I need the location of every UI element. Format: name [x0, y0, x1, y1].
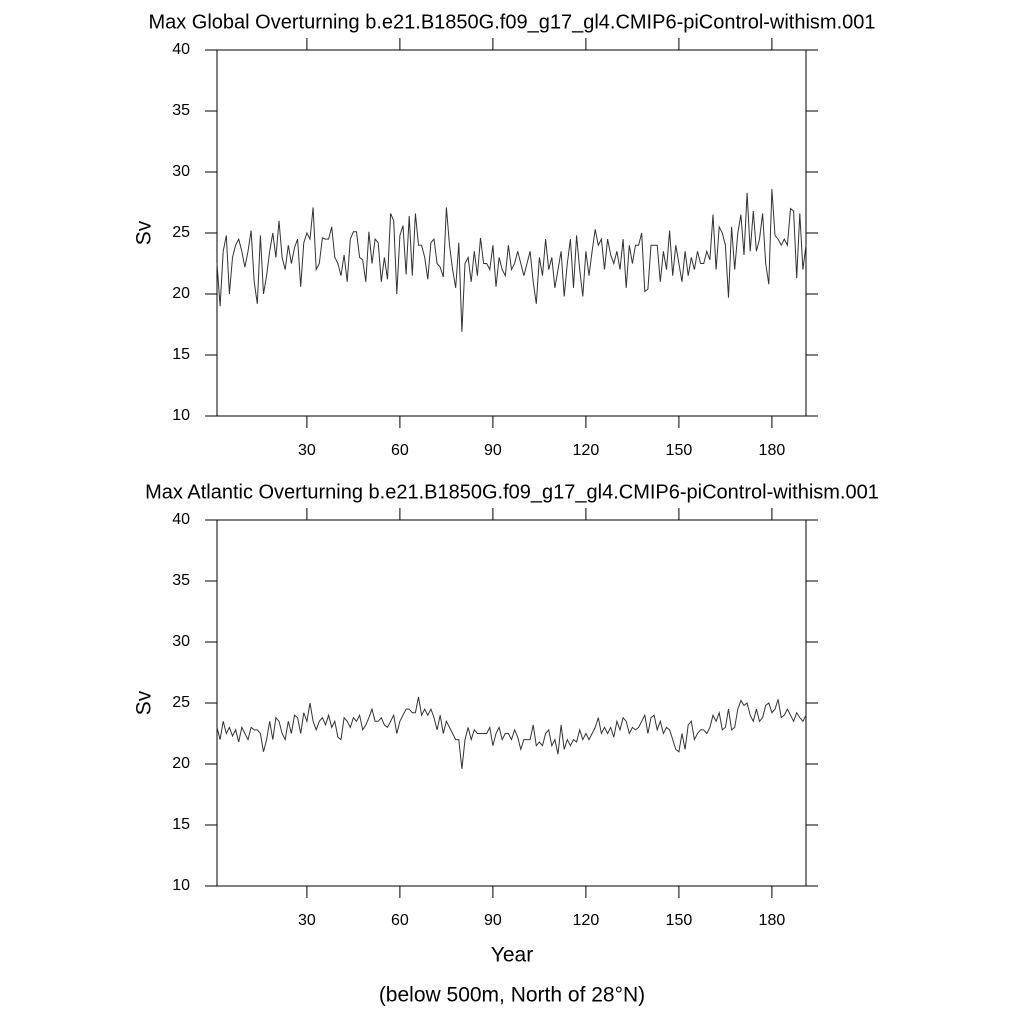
y-tick-label: 30	[172, 633, 190, 650]
y-tick-label: 20	[172, 755, 190, 772]
y-tick-label: 40	[172, 41, 190, 58]
x-tick-label: 180	[759, 912, 786, 929]
data-line	[216, 696, 807, 769]
x-tick-label: 60	[391, 912, 409, 929]
x-tick-label: 90	[484, 912, 502, 929]
x-tick-label: 180	[759, 442, 786, 459]
x-tick-label: 30	[298, 442, 316, 459]
plot-frame	[216, 519, 807, 887]
y-tick-label: 40	[172, 511, 190, 528]
y-tick-label: 10	[172, 877, 190, 894]
y-axis-label: Sv	[133, 220, 156, 245]
y-tick-label: 20	[172, 285, 190, 302]
x-tick-label: 90	[484, 442, 502, 459]
x-tick-label: 120	[573, 912, 600, 929]
footnote: (below 500m, North of 28°N)	[379, 984, 645, 1007]
x-tick-label: 150	[666, 442, 693, 459]
y-tick-label: 25	[172, 224, 190, 241]
x-tick-label: 30	[298, 912, 316, 929]
plot-frame	[216, 49, 807, 417]
y-tick-label: 25	[172, 694, 190, 711]
y-tick-label: 35	[172, 572, 190, 589]
y-axis-label: Sv	[133, 690, 156, 715]
y-tick-label: 15	[172, 816, 190, 833]
x-tick-label: 150	[666, 912, 693, 929]
x-axis-label: Year	[491, 944, 533, 967]
chart-title: Max Atlantic Overturning b.e21.B1850G.f0…	[145, 481, 879, 503]
y-tick-label: 30	[172, 163, 190, 180]
y-tick-label: 15	[172, 346, 190, 363]
x-tick-label: 60	[391, 442, 409, 459]
x-tick-label: 120	[573, 442, 600, 459]
data-line	[216, 189, 807, 332]
y-tick-label: 10	[172, 407, 190, 424]
chart-title: Max Global Overturning b.e21.B1850G.f09_…	[148, 11, 875, 33]
y-tick-label: 35	[172, 102, 190, 119]
